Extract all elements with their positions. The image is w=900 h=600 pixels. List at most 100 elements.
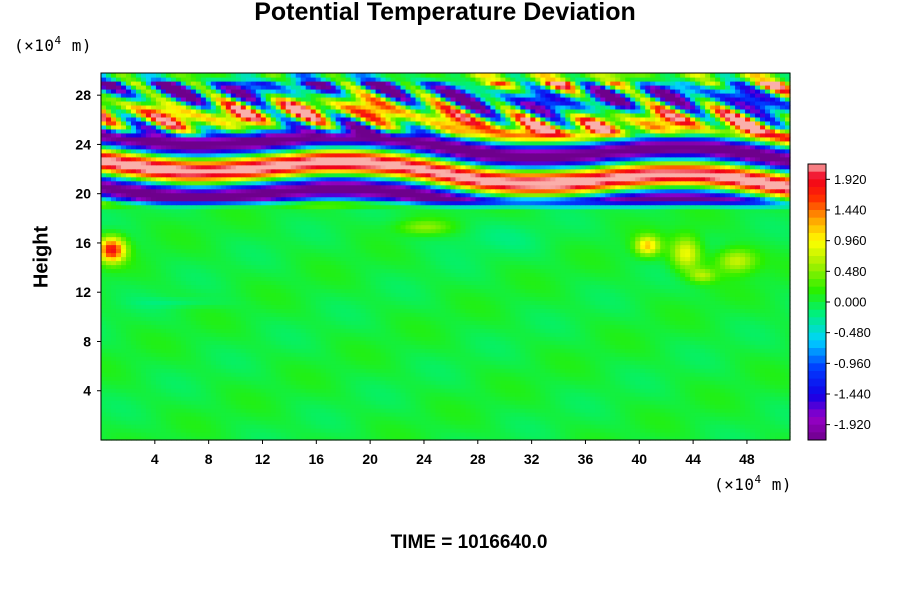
heatmap-cell (490, 308, 497, 313)
heatmap-cell (445, 336, 452, 341)
heatmap-cell (220, 388, 227, 393)
heatmap-cell (170, 320, 177, 325)
heatmap-cell (705, 432, 711, 437)
heatmap-cell (570, 420, 576, 425)
heatmap-cell (255, 408, 262, 413)
heatmap-cell (775, 348, 781, 353)
heatmap-cell (630, 424, 636, 429)
heatmap-cell (470, 296, 477, 301)
heatmap-cell (150, 392, 157, 397)
heatmap-cell (505, 312, 511, 317)
heatmap-cell (130, 360, 137, 365)
heatmap-cell (300, 312, 307, 317)
heatmap-cell (645, 432, 651, 437)
heatmap-cell (775, 424, 781, 429)
heatmap-cell (540, 372, 546, 377)
heatmap-cell (180, 416, 187, 421)
heatmap-cell (495, 356, 502, 361)
heatmap-cell (365, 424, 372, 429)
heatmap-cell (745, 308, 751, 313)
heatmap-cell (150, 304, 157, 309)
heatmap-cell (225, 372, 232, 377)
heatmap-cell (715, 296, 721, 301)
heatmap-cell (745, 356, 751, 361)
heatmap-cell (515, 344, 521, 349)
heatmap-cell (215, 432, 222, 437)
heatmap-cell (770, 328, 776, 333)
heatmap-cell (170, 296, 177, 301)
heatmap-cell (530, 348, 536, 353)
heatmap-cell (430, 336, 437, 341)
heatmap-cell (105, 304, 112, 309)
heatmap-cell (125, 424, 132, 429)
heatmap-cell (580, 324, 586, 329)
heatmap-cell (275, 372, 282, 377)
heatmap-cell (240, 416, 247, 421)
heatmap-cell (485, 344, 492, 349)
heatmap-cell (700, 408, 706, 413)
heatmap-cell (435, 412, 442, 417)
heatmap-cell (650, 352, 656, 357)
heatmap-cell (345, 420, 352, 425)
heatmap-cell (225, 416, 232, 421)
heatmap-cell (755, 420, 761, 425)
heatmap-cell (725, 432, 731, 437)
heatmap-cell (240, 380, 247, 385)
heatmap-cell (295, 392, 302, 397)
heatmap-cell (135, 408, 142, 413)
heatmap-cell (250, 300, 257, 305)
heatmap-cell (330, 328, 337, 333)
heatmap-cell (120, 396, 127, 401)
heatmap-cell (405, 412, 412, 417)
heatmap-cell (270, 432, 277, 437)
heatmap-cell (495, 428, 502, 433)
heatmap-cell (775, 312, 781, 317)
heatmap-cell (380, 432, 387, 437)
heatmap-cell (585, 376, 591, 381)
heatmap-cell (730, 392, 736, 397)
heatmap-cell (345, 332, 352, 337)
heatmap-cell (670, 384, 676, 389)
heatmap-cell (405, 332, 412, 337)
heatmap-cell (705, 380, 711, 385)
heatmap-cell (635, 336, 641, 341)
heatmap-cell (635, 328, 641, 333)
heatmap-cell (385, 332, 392, 337)
heatmap-cell (240, 368, 247, 373)
heatmap-cell (480, 436, 487, 441)
heatmap-cell (730, 344, 736, 349)
heatmap-cell (125, 360, 132, 365)
heatmap-cell (770, 316, 776, 321)
heatmap-cell (385, 420, 392, 425)
heatmap-cell (270, 376, 277, 381)
heatmap-cell (530, 368, 536, 373)
heatmap-cell (515, 320, 521, 325)
heatmap-cell (101, 304, 107, 309)
heatmap-cell (760, 320, 766, 325)
heatmap-cell (625, 432, 631, 437)
heatmap-cell (155, 312, 162, 317)
heatmap-cell (730, 384, 736, 389)
heatmap-cell (735, 400, 741, 405)
heatmap-cell (595, 388, 601, 393)
heatmap-cell (240, 312, 247, 317)
heatmap-cell (660, 344, 666, 349)
heatmap-cell (585, 428, 591, 433)
heatmap-cell (480, 316, 487, 321)
heatmap-cell (140, 340, 147, 345)
heatmap-cell (240, 436, 247, 441)
heatmap-cell (740, 436, 746, 441)
heatmap-cell (635, 400, 641, 405)
heatmap-cell (165, 336, 172, 341)
heatmap-cell (530, 304, 536, 309)
y-unit-exponent: 4 (54, 34, 62, 47)
heatmap-cell (115, 324, 122, 329)
heatmap-cell (425, 296, 432, 301)
heatmap-cell (275, 352, 282, 357)
heatmap-cell (350, 344, 357, 349)
heatmap-cell (380, 424, 387, 429)
heatmap-cell (725, 428, 731, 433)
heatmap-cell (330, 356, 337, 361)
heatmap-cell (235, 352, 242, 357)
heatmap-cell (785, 300, 791, 305)
